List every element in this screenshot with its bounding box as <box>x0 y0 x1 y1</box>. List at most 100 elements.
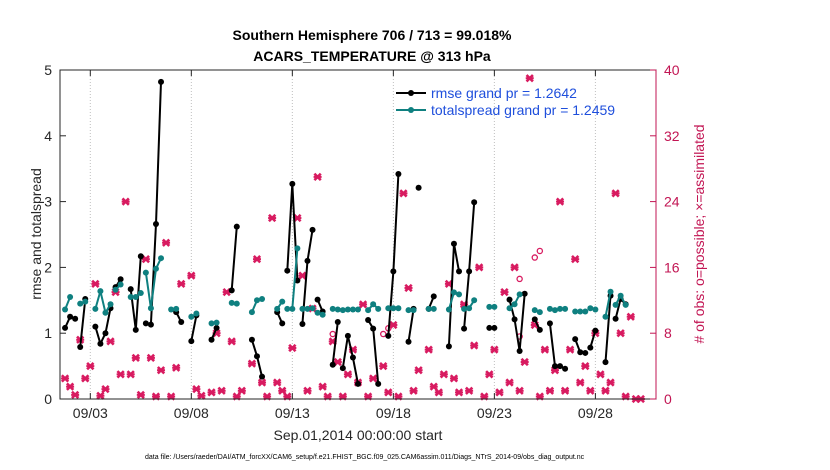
obs-assimilated-marker <box>131 353 140 362</box>
rmse-point <box>557 363 564 370</box>
totalspread-point <box>193 310 200 317</box>
y-tick-label: 5 <box>44 62 52 78</box>
rmse-point <box>456 268 463 275</box>
rmse-point <box>62 324 69 331</box>
totalspread-point <box>142 269 149 276</box>
rmse-line <box>190 315 198 342</box>
rmse-point <box>370 325 377 332</box>
totalspread-point <box>344 306 351 313</box>
chart-title: Southern Hemisphere 706 / 713 = 99.018% <box>233 27 513 43</box>
obs-possible-marker <box>516 275 523 283</box>
obs-assimilated-marker <box>217 386 226 395</box>
totalspread-point <box>602 313 609 320</box>
totalspread-point <box>395 305 402 312</box>
obs-assimilated-marker <box>116 370 125 379</box>
totalspread-point <box>582 308 589 315</box>
totalspread-point <box>294 245 301 252</box>
obs-assimilated-marker <box>540 345 550 354</box>
totalspread-point <box>173 305 180 312</box>
totalspread-point <box>127 294 134 301</box>
totalspread-point <box>213 319 220 326</box>
totalspread-line <box>94 290 112 316</box>
obs-assimilated-marker <box>454 388 464 397</box>
obs-assimilated-marker <box>606 378 615 387</box>
rmse-point <box>92 323 99 330</box>
totalspread-series <box>62 245 629 327</box>
rmse-point <box>531 316 538 323</box>
obs-assimilated-marker <box>384 388 393 397</box>
y-tick-label: 4 <box>44 128 52 144</box>
rmse-point <box>572 336 579 343</box>
obs-assimilated-marker <box>596 370 605 379</box>
obs-assimilated-marker <box>71 390 80 400</box>
totalspread-line <box>604 291 612 317</box>
obs-assimilated-marker <box>288 343 297 353</box>
rmse-point <box>355 380 361 387</box>
rmse-point <box>329 361 336 368</box>
rmse-point <box>253 353 260 360</box>
obs-assimilated-marker <box>303 386 312 395</box>
x-tick-label: 09/28 <box>578 405 613 421</box>
rmse-point <box>521 290 528 297</box>
rmse-point <box>208 336 215 343</box>
rmse-point <box>188 338 195 345</box>
rmse-point <box>511 316 518 323</box>
totalspread-point <box>299 305 306 312</box>
obs-assimilated-marker <box>121 197 130 206</box>
totalspread-point <box>557 305 564 312</box>
chart-subtitle: ACARS_TEMPERATURE @ 313 hPa <box>253 48 491 64</box>
obs-assimilated-marker <box>106 337 115 346</box>
rmse-point <box>466 268 473 275</box>
obs-assimilated-marker <box>404 283 413 293</box>
totalspread-point <box>516 291 523 298</box>
totalspread-point <box>405 307 412 314</box>
rmse-point <box>309 226 316 233</box>
y-tick-label: 2 <box>44 259 52 275</box>
obs-assimilated-marker <box>177 279 186 288</box>
obs-assimilated-marker <box>601 386 610 395</box>
rmse-line <box>331 321 339 365</box>
rmse-point <box>127 286 134 293</box>
rmse-point <box>405 338 412 345</box>
obs-assimilated-marker <box>576 378 585 387</box>
totalspread-point <box>82 298 89 305</box>
totalspread-point <box>587 305 594 312</box>
totalspread-point <box>531 307 538 314</box>
obs-assimilated-marker <box>616 329 625 338</box>
obs-assimilated-marker <box>500 287 509 297</box>
rmse-point <box>339 365 346 372</box>
obs-assimilated-marker <box>358 300 368 309</box>
grid <box>89 70 596 399</box>
obs-assimilated-marker <box>96 391 105 400</box>
rmse-point <box>390 268 397 275</box>
y2-tick-label: 8 <box>664 325 672 341</box>
rmse-point <box>612 315 619 322</box>
y2-tick-label: 0 <box>664 391 672 407</box>
rmse-point <box>147 321 154 328</box>
rmse-point <box>259 373 266 380</box>
rmse-point <box>516 347 523 354</box>
y2-tick-label: 24 <box>664 194 680 210</box>
rmse-point <box>349 354 356 361</box>
obs-assimilated-marker <box>101 385 110 394</box>
obs-assimilated-marker <box>161 238 171 247</box>
obs-assimilated-marker <box>626 312 635 321</box>
obs-assimilated-marker <box>369 374 378 383</box>
obs-assimilated-marker <box>126 370 135 379</box>
obs-assimilated-marker <box>60 374 70 383</box>
x-tick-label: 09/03 <box>73 405 108 421</box>
totalspread-point <box>289 305 296 312</box>
totalspread-point <box>284 305 291 312</box>
x-tick-label: 09/23 <box>477 405 512 421</box>
axes-layer: 09/03 09/08 09/13 09/18 09/23 09/28 0 1 2 3 4 5 0 8 16… <box>44 62 680 421</box>
rmse-point <box>248 336 255 343</box>
x-tick-label: 09/08 <box>174 405 209 421</box>
legend-marker-rmse <box>408 90 414 96</box>
rmse-point <box>365 317 372 324</box>
rmse-line <box>407 308 415 342</box>
obs-assimilated-marker <box>343 370 353 379</box>
totalspread-point <box>158 255 165 262</box>
totalspread-point <box>491 303 498 310</box>
